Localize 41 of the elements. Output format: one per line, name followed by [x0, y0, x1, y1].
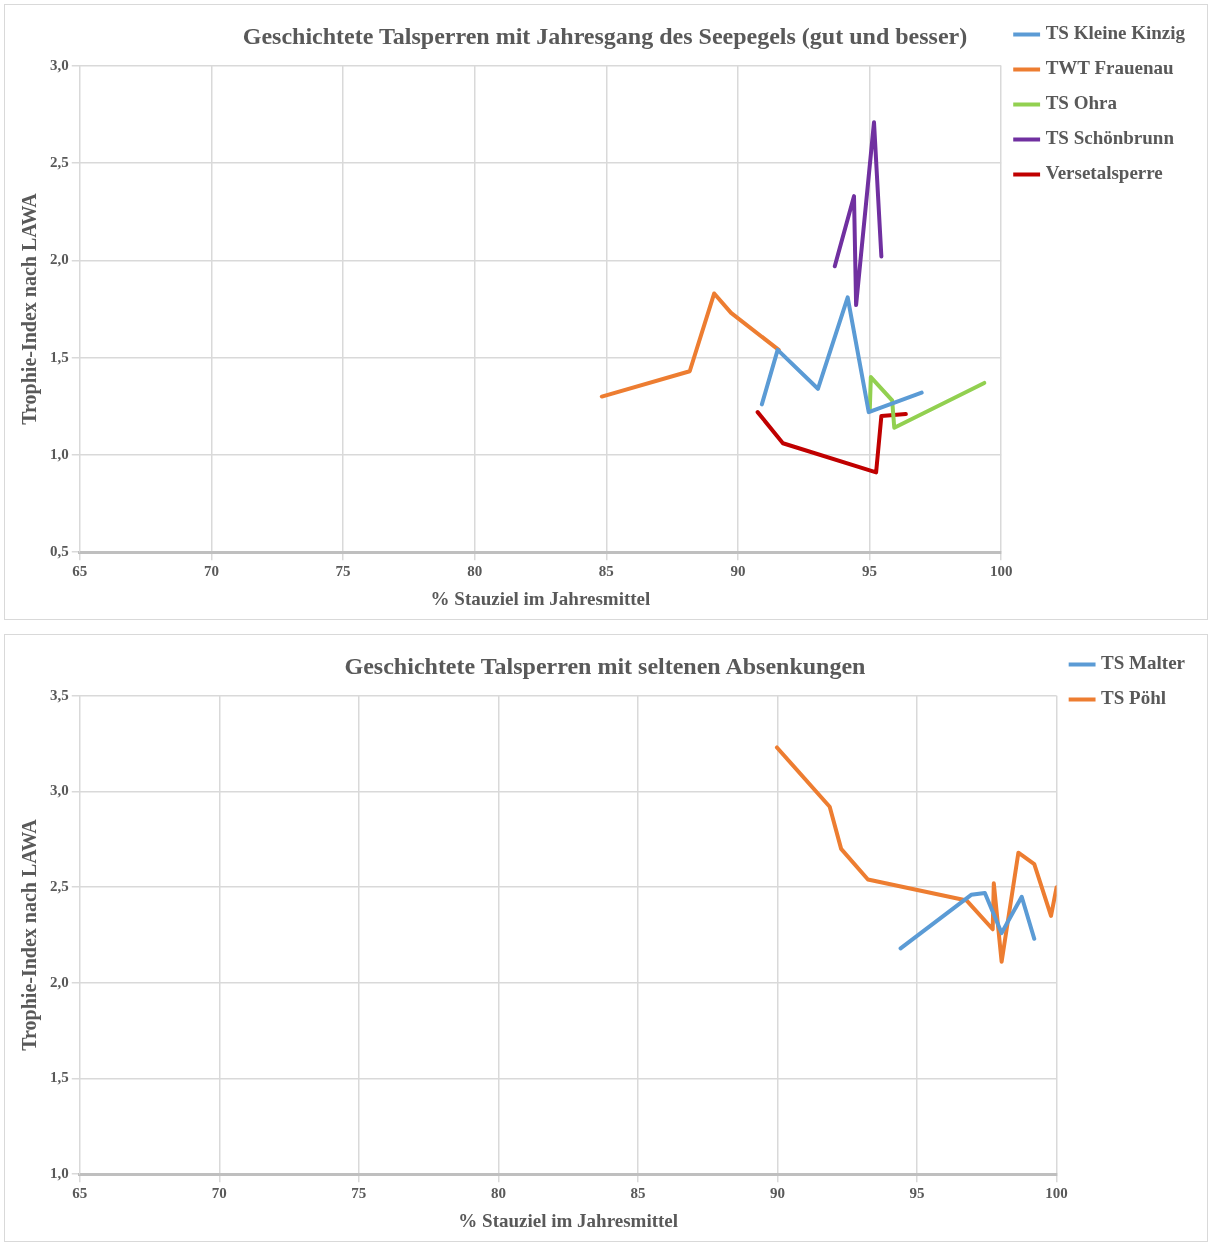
- x-axis-title: % Stauziel im Jahresmittel: [458, 1209, 679, 1231]
- x-tick-label: 65: [72, 1185, 88, 1202]
- legend-label: TS Kleine Kinzig: [1045, 22, 1186, 44]
- y-tick-label: 3,0: [50, 56, 69, 73]
- x-tick-label: 85: [598, 563, 614, 580]
- y-axis-title: Trophie-Index nach LAWA: [18, 192, 42, 425]
- x-tick-label: 95: [862, 563, 878, 580]
- y-tick-label: 3,0: [50, 782, 69, 799]
- x-tick-label: 90: [730, 563, 746, 580]
- x-tick-label: 75: [335, 563, 351, 580]
- legend-label: TS Pöhl: [1101, 687, 1167, 709]
- x-tick-label: 100: [989, 563, 1013, 580]
- y-axis-title: Trophie-Index nach LAWA: [18, 818, 42, 1051]
- x-tick-label: 75: [351, 1185, 367, 1202]
- x-tick-label: 70: [211, 1185, 227, 1202]
- y-tick-label: 2,5: [50, 878, 69, 895]
- x-tick-label: 80: [490, 1185, 506, 1202]
- y-tick-label: 1,5: [50, 348, 69, 365]
- chart-title: Geschichtete Talsperren mit Jahresgang des Seepegels (gut und besser): [242, 22, 968, 49]
- y-tick-label: 3,5: [50, 686, 69, 703]
- y-tick-label: 2,0: [50, 251, 69, 268]
- y-tick-label: 1,0: [50, 1165, 69, 1182]
- y-tick-label: 1,0: [50, 445, 69, 462]
- y-tick-label: 2,0: [50, 973, 69, 990]
- y-tick-label: 1,5: [50, 1069, 69, 1086]
- x-tick-label: 85: [630, 1185, 646, 1202]
- x-tick-label: 65: [72, 563, 88, 580]
- x-tick-label: 100: [1045, 1185, 1068, 1202]
- legend-label: TWT Frauenau: [1045, 57, 1175, 79]
- y-tick-label: 2,5: [50, 153, 69, 170]
- x-axis-title: % Stauziel im Jahresmittel: [430, 587, 651, 609]
- x-tick-label: 90: [770, 1185, 785, 1202]
- legend-label: Versetalsperre: [1045, 162, 1163, 184]
- x-tick-label: 95: [909, 1185, 925, 1202]
- legend-label: TS Ohra: [1045, 92, 1118, 114]
- x-tick-label: 70: [203, 563, 219, 580]
- x-tick-label: 80: [467, 563, 483, 580]
- y-tick-label: 0,5: [50, 543, 69, 560]
- legend-label: TS Malter: [1101, 652, 1186, 674]
- chart-title: Geschichtete Talsperren mit seltenen Absenkungen: [344, 652, 866, 679]
- legend-label: TS Schönbrunn: [1045, 127, 1175, 149]
